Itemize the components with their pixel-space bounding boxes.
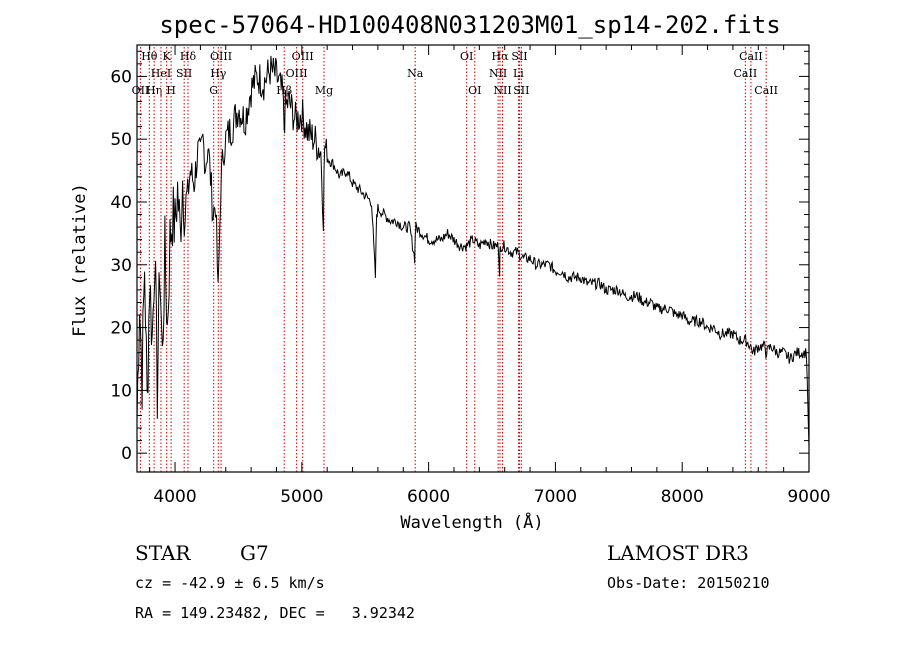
x-tick-label: 8000 (661, 487, 704, 507)
line-marker-label: OIII (292, 50, 314, 63)
line-marker-label: Hη (146, 84, 162, 97)
line-marker-label: Hθ (141, 50, 158, 63)
line-marker-label: K (163, 50, 172, 63)
x-tick-label: 4000 (153, 487, 196, 507)
line-marker-label: OII (132, 84, 150, 97)
redshift-velocity: cz = -42.9 ± 6.5 km/s (135, 574, 325, 592)
line-marker-label: SII (513, 84, 529, 97)
axes: 4000 5000 6000 7000 8000 9000 0 10 20 30 40 50 60 (110, 44, 831, 507)
line-marker-label: H (166, 84, 176, 97)
line-marker-label: OIII (286, 67, 308, 80)
y-axis-label: Flux (relative) (70, 183, 90, 337)
y-tick-label: 50 (110, 130, 132, 150)
x-tick-label: 6000 (407, 487, 450, 507)
coordinates: RA = 149.23482, DEC = 3.92342 (135, 604, 415, 622)
object-class: STAR (135, 541, 191, 565)
line-marker-label: NII (493, 84, 511, 97)
line-marker-label: NII (489, 67, 507, 80)
line-marker-label: CaII (739, 50, 763, 63)
y-tick-label: 60 (110, 67, 132, 87)
line-marker-label: SII (176, 67, 192, 80)
y-tick-label: 20 (110, 319, 132, 339)
flux-series-line (136, 55, 810, 447)
y-tick-label: 0 (121, 444, 132, 464)
plot-area (136, 55, 810, 447)
line-marker-label: G (209, 84, 218, 97)
line-marker-label: Na (407, 67, 424, 80)
survey-name: LAMOST DR3 (607, 541, 749, 565)
line-marker-label: OI (468, 84, 481, 97)
line-marker-label: Mg (315, 84, 333, 97)
line-marker-label: CaII (754, 84, 778, 97)
x-tick-label: 7000 (534, 487, 577, 507)
line-marker-label: OIII (210, 50, 232, 63)
line-marker-label: SII (511, 50, 527, 63)
line-marker-label: Hγ (210, 67, 227, 80)
subclass: G7 (240, 541, 269, 565)
line-marker-label: HeI (151, 67, 171, 80)
y-tick-label: 40 (110, 193, 132, 213)
x-tick-label: 5000 (280, 487, 323, 507)
line-marker-label: Hα (491, 50, 509, 63)
line-marker-label: Hδ (180, 50, 197, 63)
line-marker-label: Li (513, 67, 524, 80)
x-tick-label: 9000 (787, 487, 830, 507)
line-marker-label: OI (460, 50, 473, 63)
chart-title: spec-57064-HD100408N031203M01_sp14-202.f… (159, 11, 780, 39)
x-axis-label: Wavelength (Å) (400, 511, 543, 533)
observation-date: Obs-Date: 20150210 (607, 574, 770, 592)
plot-frame (136, 44, 810, 473)
line-marker-label: CaII (734, 67, 758, 80)
y-tick-label: 30 (110, 256, 132, 276)
y-tick-label: 10 (110, 381, 132, 401)
